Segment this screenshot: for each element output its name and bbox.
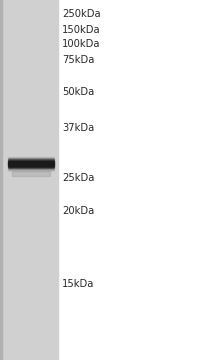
Bar bbox=[8, 162, 54, 163]
Bar bbox=[8, 159, 54, 160]
Bar bbox=[8, 167, 54, 168]
Bar bbox=[8, 163, 54, 164]
Bar bbox=[8, 170, 54, 171]
Bar bbox=[8, 158, 54, 159]
Bar bbox=[8, 164, 54, 165]
Bar bbox=[0, 0, 58, 360]
Bar bbox=[8, 168, 54, 169]
Text: 150kDa: 150kDa bbox=[62, 24, 100, 35]
Text: 50kDa: 50kDa bbox=[62, 87, 94, 97]
Bar bbox=[8, 160, 54, 161]
Bar bbox=[8, 169, 54, 170]
Bar bbox=[8, 157, 54, 158]
Text: 37kDa: 37kDa bbox=[62, 123, 94, 133]
Text: 75kDa: 75kDa bbox=[62, 55, 94, 66]
Text: 250kDa: 250kDa bbox=[62, 9, 100, 19]
Bar bbox=[0, 0, 2, 360]
Bar bbox=[8, 165, 54, 166]
Text: 25kDa: 25kDa bbox=[62, 173, 94, 183]
Text: 20kDa: 20kDa bbox=[62, 206, 94, 216]
Bar bbox=[8, 161, 54, 162]
Text: 15kDa: 15kDa bbox=[62, 279, 94, 289]
Bar bbox=[8, 166, 54, 167]
Text: 100kDa: 100kDa bbox=[62, 39, 100, 49]
Bar bbox=[12, 171, 49, 176]
